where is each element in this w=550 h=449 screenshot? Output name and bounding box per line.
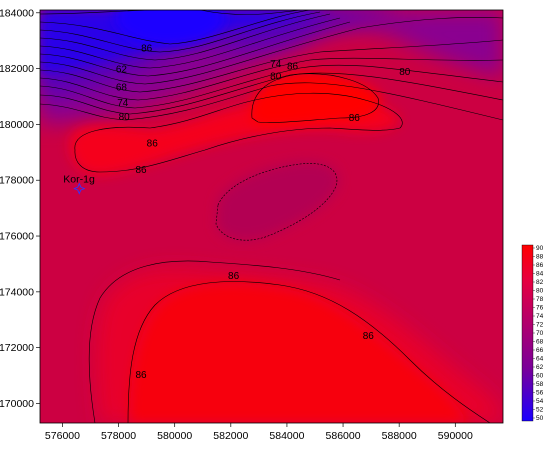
contour-label: 80 [119, 112, 131, 123]
colorbar-tick-label: 80 [536, 288, 544, 295]
x-tick-label: 586000 [326, 430, 361, 442]
colorbar-tick-label: 74 [536, 313, 544, 320]
contour-label: 74 [270, 59, 282, 70]
well-label: Kor-1g [63, 174, 95, 186]
contour-label: 86 [228, 271, 240, 282]
plot-frame [39, 9, 504, 424]
contour-label: 86 [363, 331, 375, 342]
colorbar-tick-label: 88 [536, 254, 544, 261]
wells: Kor-1g [63, 174, 95, 195]
colorbar-tick-label: 76 [536, 305, 544, 312]
colorbar-gradient [521, 244, 534, 422]
colorbar-tick-label: 90 [536, 245, 544, 252]
contour-lines [40, 10, 503, 423]
contour-label: 86 [147, 138, 159, 149]
contour-label: 86 [287, 62, 299, 73]
colorbar-tick-label: 62 [536, 364, 544, 371]
well-marker-icon [73, 182, 86, 195]
y-tick-label: 180000 [0, 119, 34, 131]
colorbar-tick-label: 56 [536, 390, 544, 397]
colorbar-tick-label: 70 [536, 330, 544, 337]
x-tick-label: 580000 [157, 430, 192, 442]
y-tick-label: 172000 [0, 342, 34, 354]
x-tick-label: 582000 [213, 430, 248, 442]
contour-label: 80 [399, 67, 411, 78]
colorbar-tick-label: 54 [536, 398, 544, 405]
contour-label: 86 [141, 43, 153, 54]
contour-label: 68 [116, 83, 128, 94]
x-axis: 576000 578000 580000 582000 584000 586000 5880… [45, 423, 473, 442]
y-tick-label: 182000 [0, 63, 34, 75]
y-tick-label: 178000 [0, 175, 34, 187]
contour-label: 74 [117, 98, 129, 109]
colorbar-tick-label: 60 [536, 373, 544, 380]
contour-label: 86 [349, 113, 361, 124]
x-tick-label: 584000 [269, 430, 304, 442]
x-tick-label: 576000 [45, 430, 80, 442]
x-tick-label: 590000 [438, 430, 473, 442]
y-tick-label: 176000 [0, 231, 34, 243]
colorbar-tick-label: 78 [536, 296, 544, 303]
contour-label: 62 [116, 64, 128, 75]
colorbar-tick-label: 82 [536, 279, 544, 286]
x-tick-label: 578000 [101, 430, 136, 442]
y-tick-label: 174000 [0, 286, 34, 298]
x-tick-label: 588000 [382, 430, 417, 442]
y-axis: 170000 172000 174000 176000 178000 180000 1820… [0, 7, 40, 410]
colorbar-tick-label: 66 [536, 347, 544, 354]
colorbar-tick-label: 84 [536, 271, 544, 278]
y-tick-label: 184000 [0, 7, 34, 19]
colorbar-tick-label: 86 [536, 262, 544, 269]
contour-label: 86 [135, 370, 147, 381]
y-tick-label: 170000 [0, 398, 34, 410]
colorbar-tick-label: 72 [536, 322, 544, 329]
colorbar-tick-label: 68 [536, 339, 544, 346]
contour-label: 80 [270, 71, 282, 82]
colorbar-tick-label: 64 [536, 356, 544, 363]
colorbar-tick-label: 58 [536, 381, 544, 388]
colorbar-tick-label: 50 [536, 415, 544, 422]
contour-label: 86 [135, 165, 147, 176]
colorbar-tick-label: 52 [536, 407, 544, 414]
